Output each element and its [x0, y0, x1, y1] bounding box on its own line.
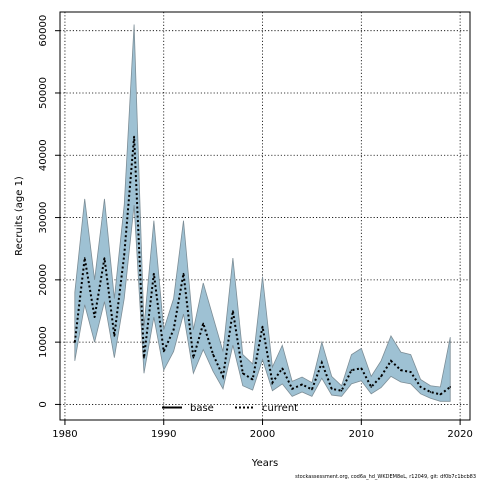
data-point	[400, 369, 402, 371]
data-point	[439, 393, 442, 396]
data-point	[172, 328, 175, 331]
data-point	[390, 360, 392, 362]
confidence-band-area	[74, 24, 451, 402]
data-point	[321, 361, 323, 364]
data-point	[301, 383, 303, 386]
data-point	[222, 375, 224, 378]
data-point	[370, 386, 373, 388]
data-point	[419, 386, 422, 388]
x-axis-title: Years	[251, 458, 278, 469]
y-tick-label: 50000	[38, 77, 49, 109]
data-point	[182, 272, 185, 275]
footnote: stockassessment.org, cod6a_hd_WKDEM8eL, …	[295, 474, 476, 480]
data-point	[232, 310, 234, 312]
legend: base current	[162, 403, 298, 414]
data-point	[123, 254, 126, 256]
y-tick-label: 20000	[38, 264, 49, 296]
y-tick-label: 10000	[38, 326, 49, 358]
data-point	[251, 378, 254, 381]
data-point	[192, 356, 195, 359]
y-tick-label: 30000	[38, 202, 49, 234]
legend-current-label: current	[262, 403, 298, 414]
data-point	[409, 371, 412, 373]
y-tick-label: 60000	[38, 15, 49, 47]
data-point	[143, 356, 145, 359]
data-point	[241, 372, 244, 375]
data-point	[133, 135, 135, 138]
data-point	[380, 375, 382, 378]
data-point	[162, 350, 165, 353]
data-point	[281, 367, 284, 370]
x-tick-label: 2020	[447, 429, 472, 440]
y-tick-label: 40000	[38, 139, 49, 171]
point-layer	[74, 135, 452, 396]
data-point	[261, 325, 264, 328]
data-point	[291, 388, 293, 390]
plot-frame	[59, 11, 471, 421]
x-tick-label: 2000	[250, 429, 275, 440]
data-point	[311, 388, 313, 391]
data-point	[429, 391, 432, 393]
data-point	[93, 316, 96, 319]
x-axis: 1980 1990 2000 2010 2020	[52, 420, 473, 440]
data-point	[360, 367, 363, 370]
data-point	[350, 369, 353, 371]
data-point	[113, 335, 116, 337]
x-tick-label: 2010	[349, 429, 374, 440]
data-point	[330, 388, 333, 390]
data-point	[212, 353, 214, 356]
confidence-band	[74, 24, 451, 402]
x-tick-label: 1980	[52, 429, 77, 440]
data-point	[449, 386, 452, 388]
x-tick-label: 1990	[151, 429, 176, 440]
data-point	[103, 257, 106, 259]
data-point	[202, 322, 205, 325]
data-point	[153, 272, 155, 275]
y-axis: 0 10000 20000 30000 40000 50000 60000	[38, 15, 60, 408]
data-point	[271, 381, 274, 384]
y-tick-label: 0	[38, 401, 49, 407]
data-point	[340, 389, 343, 392]
data-point	[83, 257, 86, 259]
legend-base-label: base	[190, 403, 214, 414]
y-axis-title: Recruits (age 1)	[14, 176, 25, 256]
data-point	[74, 341, 76, 343]
